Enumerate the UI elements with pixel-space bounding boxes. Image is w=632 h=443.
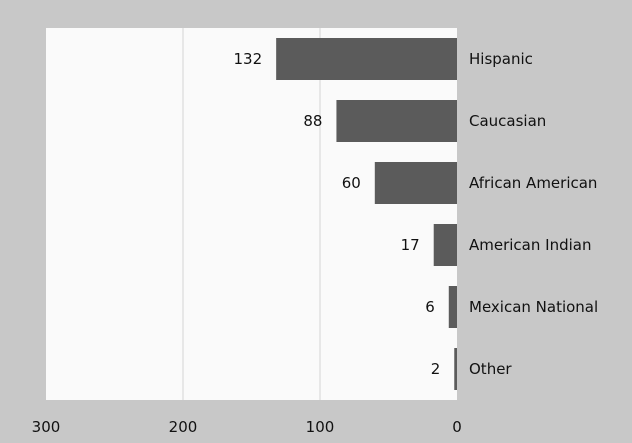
x-axis-ticks: 300 200 100 0	[32, 418, 462, 436]
data-label-hispanic: 132	[234, 50, 263, 68]
bar-other	[454, 348, 457, 390]
bar-american-indian	[433, 224, 457, 266]
grid-lines	[182, 28, 321, 400]
data-labels: 132 88 60 17 6 2	[234, 50, 441, 378]
x-tick-label-100: 100	[306, 418, 335, 436]
category-label-other: Other	[469, 360, 512, 378]
plot-area	[46, 28, 457, 400]
bar-caucasian	[336, 100, 457, 142]
category-label-caucasian: Caucasian	[469, 112, 546, 130]
data-label-african-american: 60	[342, 174, 361, 192]
category-labels: Hispanic Caucasian African American America…	[469, 50, 598, 378]
data-label-other: 2	[431, 360, 441, 378]
category-label-mexican-national: Mexican National	[469, 298, 598, 316]
x-tick-label-0: 0	[452, 418, 462, 436]
data-label-american-indian: 17	[401, 236, 420, 254]
category-label-american-indian: American Indian	[469, 236, 591, 254]
category-label-african-american: African American	[469, 174, 597, 192]
x-tick-label-300: 300	[32, 418, 61, 436]
data-label-caucasian: 88	[303, 112, 322, 130]
x-tick-label-200: 200	[169, 418, 198, 436]
bar-hispanic	[276, 38, 457, 80]
bar-mexican-national	[448, 286, 457, 328]
bar-african-american	[374, 162, 457, 204]
bars	[276, 38, 457, 390]
data-label-mexican-national: 6	[425, 298, 435, 316]
category-label-hispanic: Hispanic	[469, 50, 533, 68]
